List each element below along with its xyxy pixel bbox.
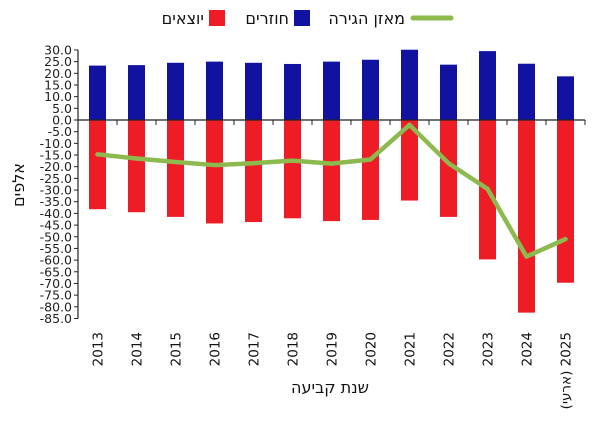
bar-leaving	[167, 120, 184, 217]
bar-leaving	[557, 120, 574, 283]
y-tick-label: -10.0	[40, 136, 72, 151]
bar-returning	[245, 62, 262, 120]
bar-leaving	[518, 120, 535, 313]
legend: מאזן הגירה חוזרים יוצאים	[162, 9, 454, 28]
y-tick-label: -40.0	[40, 206, 72, 221]
y-tick-label: -5.0	[48, 124, 72, 139]
y-axis-title: אלפים	[9, 163, 28, 207]
bar-returning	[167, 62, 184, 120]
y-tick-label: -35.0	[40, 194, 72, 209]
y-tick-label: 0.0	[52, 113, 72, 128]
y-tick-label: -75.0	[40, 288, 72, 303]
x-tick-label: 2025 (ארעי)	[559, 332, 575, 409]
legend-label-balance: מאזן הגירה	[328, 9, 405, 28]
bar-returning	[284, 63, 301, 120]
bar-leaving	[362, 120, 379, 220]
x-tick-label: 2016	[208, 332, 224, 366]
bar-leaving	[284, 120, 301, 219]
bar-returning	[401, 49, 418, 120]
x-tick-label: 2023	[481, 332, 497, 366]
y-tick-label: -20.0	[40, 159, 72, 174]
bar-leaving	[245, 120, 262, 223]
y-tick-label: 10.0	[44, 89, 72, 104]
y-tick-label: 25.0	[44, 54, 72, 69]
bar-returning	[89, 65, 106, 120]
y-tick-label: -65.0	[40, 264, 72, 279]
line-migration-balance	[95, 122, 568, 259]
x-tick-label: 2013	[91, 332, 107, 366]
y-tick-label: -50.0	[40, 229, 72, 244]
bar-returning	[518, 63, 535, 120]
y-tick-label: -45.0	[40, 218, 72, 233]
y-tick-label: -80.0	[40, 299, 72, 314]
bar-returning	[206, 61, 223, 120]
bar-returning	[440, 64, 457, 120]
y-tick-label: -85.0	[40, 311, 72, 326]
bar-leaving	[206, 120, 223, 224]
y-tick-label: -60.0	[40, 253, 72, 268]
bar-leaving	[323, 120, 340, 222]
x-tick-label: 2017	[247, 332, 263, 366]
bar-leaving	[89, 120, 106, 210]
y-tick-label: -25.0	[40, 171, 72, 186]
x-tick-label: 2019	[325, 332, 341, 366]
legend-label-returning: חוזרים	[245, 9, 289, 28]
bar-leaving	[401, 120, 418, 201]
x-tick-label: 2015	[169, 332, 185, 366]
x-axis-title: שנת קביעה	[291, 378, 369, 397]
bar-leaving	[128, 120, 145, 213]
y-tick-label: 30.0	[44, 42, 72, 57]
x-tick-label: 2020	[364, 332, 380, 366]
y-tick-label: 20.0	[44, 66, 72, 81]
y-tick-label: 15.0	[44, 77, 72, 92]
bar-returning	[479, 51, 496, 120]
bar-returning	[557, 76, 574, 120]
legend-label-leaving: יוצאים	[162, 9, 204, 28]
x-tick-label: 2014	[130, 332, 146, 366]
x-tick-label: 2024	[520, 332, 536, 366]
y-tick-label: -15.0	[40, 148, 72, 163]
bar-returning	[323, 61, 340, 120]
x-tick-label: 2018	[286, 332, 302, 366]
y-tick-label: -30.0	[40, 183, 72, 198]
y-tick-label: -70.0	[40, 276, 72, 291]
legend-swatch-returning	[294, 10, 310, 26]
x-tick-label: 2022	[442, 332, 458, 366]
bar-leaving	[440, 120, 457, 217]
bar-returning	[362, 59, 379, 120]
y-tick-label: -55.0	[40, 241, 72, 256]
legend-swatch-leaving	[209, 10, 225, 26]
x-tick-label: 2021	[403, 332, 419, 366]
bar-returning	[128, 65, 145, 120]
y-tick-label: 5.0	[52, 101, 72, 116]
